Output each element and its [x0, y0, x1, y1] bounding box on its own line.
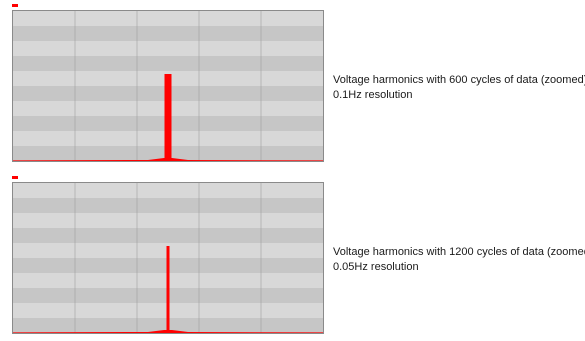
fundamental-peak-bar	[166, 246, 170, 333]
chart-panel-600-cycles	[4, 2, 328, 168]
grid-band	[13, 213, 323, 228]
grid-band	[13, 26, 323, 41]
caption-600-cycles: Voltage harmonics with 600 cycles of dat…	[333, 73, 585, 103]
plot-area	[12, 182, 324, 334]
plot-area	[12, 10, 324, 162]
grid-band	[13, 228, 323, 243]
caption-1200-cycles: Voltage harmonics with 1200 cycles of da…	[333, 245, 585, 275]
grid-band	[13, 183, 323, 198]
grid-band	[13, 198, 323, 213]
grid-band	[13, 41, 323, 56]
grid-band	[13, 56, 323, 71]
fundamental-peak-bar	[164, 74, 172, 161]
chart-panel-1200-cycles	[4, 174, 328, 340]
caption-title: Voltage harmonics with 1200 cycles of da…	[333, 246, 585, 258]
harmonics-chart	[13, 183, 323, 333]
legend-swatch	[12, 4, 18, 7]
caption-title: Voltage harmonics with 600 cycles of dat…	[333, 74, 585, 86]
caption-resolution: 0.1Hz resolution	[333, 89, 413, 101]
grid-band	[13, 11, 323, 26]
legend-swatch	[12, 176, 18, 179]
harmonics-chart	[13, 11, 323, 161]
caption-resolution: 0.05Hz resolution	[333, 261, 419, 273]
